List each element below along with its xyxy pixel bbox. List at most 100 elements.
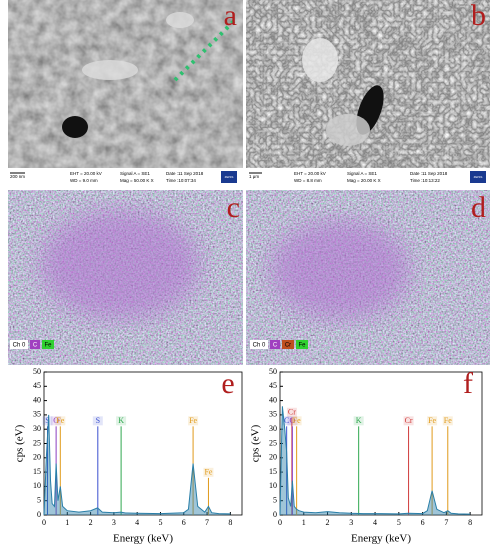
x-tick-label: 8 bbox=[228, 518, 232, 527]
spectrum-line bbox=[43, 414, 231, 516]
peak-label: Fe bbox=[428, 416, 436, 425]
legend-text: C bbox=[273, 343, 278, 349]
panel-letter: d bbox=[471, 191, 486, 224]
peak-label: Cr bbox=[288, 408, 296, 417]
legend-box bbox=[282, 340, 294, 349]
y-tick-label: 5 bbox=[37, 496, 41, 505]
legend-text: C bbox=[33, 343, 38, 349]
x-tick-label: 4 bbox=[135, 518, 139, 527]
panel-letter: f bbox=[463, 367, 473, 400]
peak-label: Fe bbox=[189, 416, 197, 425]
info-text: Time :10:07:34 bbox=[166, 178, 196, 183]
peak-label-bg bbox=[442, 416, 453, 426]
logo-box bbox=[470, 171, 486, 183]
y-tick-label: 50 bbox=[33, 367, 41, 376]
y-tick-label: 25 bbox=[33, 438, 41, 447]
info-text: Signal A = SE1 bbox=[120, 171, 150, 176]
legend-box bbox=[270, 340, 280, 349]
legend-text: Ch 0 bbox=[13, 343, 26, 349]
x-tick-label: 5 bbox=[158, 518, 162, 527]
peak-label-bg bbox=[116, 416, 127, 426]
x-tick-label: 7 bbox=[444, 518, 448, 527]
peak-label: S bbox=[96, 416, 100, 425]
y-tick-label: 20 bbox=[269, 453, 277, 462]
y-axis-title: cps (eV) bbox=[250, 424, 262, 462]
panel-d: Ch 0 C Cr Fe d bbox=[246, 190, 490, 365]
particle bbox=[326, 114, 370, 146]
legend-text: Fe bbox=[44, 343, 52, 349]
y-tick-label: 35 bbox=[269, 410, 277, 419]
y-tick-label: 35 bbox=[33, 410, 41, 419]
sem-image bbox=[246, 0, 490, 168]
y-tick-label: 40 bbox=[33, 395, 41, 404]
x-tick-label: 5 bbox=[397, 518, 401, 527]
logo: ZEISS bbox=[225, 175, 234, 179]
info-text: Signal A = SE1 bbox=[347, 171, 377, 176]
peak-label: Cr bbox=[405, 416, 413, 425]
x-tick-label: 8 bbox=[468, 518, 472, 527]
legend-box bbox=[250, 340, 268, 349]
x-tick-label: 1 bbox=[65, 518, 69, 527]
peak-label: S bbox=[45, 416, 49, 425]
y-tick-label: 30 bbox=[269, 424, 277, 433]
y-tick-label: 40 bbox=[269, 395, 277, 404]
peak-label: C bbox=[284, 416, 289, 425]
peak-label-bg bbox=[287, 416, 298, 426]
particles bbox=[82, 60, 138, 80]
y-tick-label: 5 bbox=[273, 496, 277, 505]
peak-label: Fe bbox=[56, 416, 64, 425]
info-text: Date :11 Sep 2018 bbox=[166, 171, 204, 176]
info-bar bbox=[8, 168, 243, 188]
x-axis-title: Energy (keV) bbox=[113, 533, 173, 545]
legend-box bbox=[30, 340, 40, 349]
info-text: Mag = 50.00 K X bbox=[120, 178, 154, 183]
y-tick-label: 30 bbox=[33, 424, 41, 433]
peak-label: Fe bbox=[444, 416, 452, 425]
legend-box bbox=[296, 340, 308, 349]
y-tick-label: 45 bbox=[269, 381, 277, 390]
legend-box bbox=[10, 340, 28, 349]
y-tick-label: 10 bbox=[33, 481, 41, 490]
peak-label: Fe bbox=[293, 416, 301, 425]
x-tick-label: 7 bbox=[205, 518, 209, 527]
peak-label-bg bbox=[403, 416, 414, 426]
x-tick-label: 4 bbox=[373, 518, 377, 527]
panel-letter: c bbox=[227, 191, 240, 224]
y-tick-label: 15 bbox=[33, 467, 41, 476]
x-tick-label: 6 bbox=[182, 518, 186, 527]
y-tick-label: 10 bbox=[269, 481, 277, 490]
particles bbox=[166, 12, 194, 28]
pit bbox=[62, 116, 88, 138]
peak-label-bg bbox=[286, 407, 297, 417]
x-axis-title: Energy (keV) bbox=[351, 533, 411, 545]
sem-image bbox=[8, 0, 243, 168]
logo: ZEISS bbox=[474, 175, 483, 179]
spectrum-area bbox=[44, 414, 231, 515]
logo-box bbox=[221, 171, 237, 183]
peak-label-bg bbox=[55, 416, 66, 426]
x-tick-label: 0 bbox=[278, 518, 282, 527]
carbon-region bbox=[40, 210, 200, 320]
x-tick-label: 6 bbox=[421, 518, 425, 527]
info-text: WD = 8.8 mm bbox=[294, 178, 322, 183]
peak-label-bg bbox=[92, 416, 103, 426]
info-text: EHT = 20.00 kV bbox=[294, 171, 326, 176]
x-tick-label: 3 bbox=[112, 518, 116, 527]
peak-label-bg bbox=[42, 416, 53, 426]
info-text: Date :11 Sep 2018 bbox=[410, 171, 448, 176]
panel-letter: a bbox=[224, 0, 237, 32]
peak-label-bg bbox=[281, 416, 292, 426]
legend-text: Cr bbox=[285, 343, 291, 349]
peak-label: O bbox=[289, 416, 295, 425]
x-tick-label: 1 bbox=[302, 518, 306, 527]
legend-text: Fe bbox=[298, 343, 306, 349]
scale-label: 200 nm bbox=[10, 174, 25, 179]
spectrum-line bbox=[279, 406, 471, 516]
panel-letter: b bbox=[471, 0, 486, 32]
peak-label-bg bbox=[427, 416, 438, 426]
peak-label-bg bbox=[188, 416, 199, 426]
peak-label-bg bbox=[353, 416, 364, 426]
peak-label: Fe bbox=[204, 468, 212, 477]
particle bbox=[302, 38, 338, 82]
peak-label: O bbox=[53, 416, 59, 425]
